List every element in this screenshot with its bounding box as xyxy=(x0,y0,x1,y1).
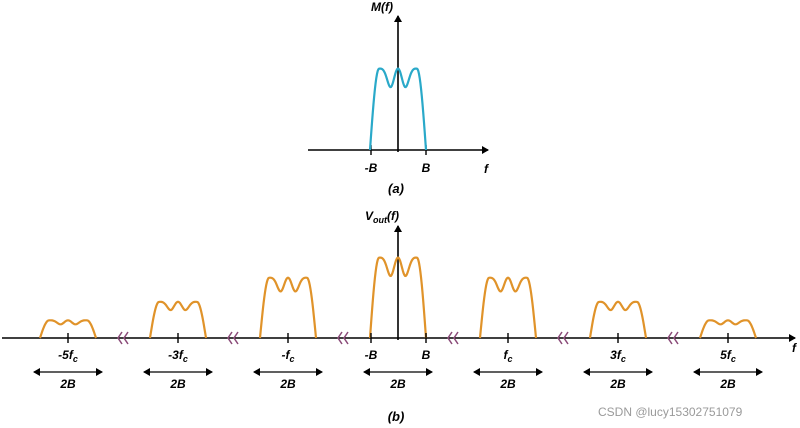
panel-a-x-label: f xyxy=(484,162,489,176)
axis-break-mark xyxy=(447,331,459,345)
bandwidth-arrows: 2B 2B 2B 2B 2B 2B 2B xyxy=(33,368,763,391)
harmonic-spectrum-3fc xyxy=(588,300,648,339)
panel-a-tick-label-pos-b: B xyxy=(422,161,431,175)
panel-a-tick-label-neg-b: -B xyxy=(365,161,378,175)
harmonic-spectrum-5fc xyxy=(698,319,758,339)
harmonic-spectrum-baseband xyxy=(368,256,428,339)
axis-break-mark xyxy=(557,331,569,345)
harmonic-spectrum--3fc xyxy=(148,300,208,339)
panel-a: M(f) f -B B (a) xyxy=(308,0,489,196)
bandwidth-label: 2B xyxy=(719,377,736,391)
panel-b-tick-label: -B xyxy=(365,348,378,362)
axis-break-mark xyxy=(227,331,239,345)
bandwidth-label: 2B xyxy=(59,377,76,391)
baseband-spectrum-curve xyxy=(368,67,428,151)
bandwidth-label: 2B xyxy=(499,377,516,391)
bandwidth-label: 2B xyxy=(279,377,296,391)
panel-b-tick-label: fc xyxy=(503,348,512,364)
harmonic-spectrum--fc xyxy=(258,276,318,339)
panel-a-caption: (a) xyxy=(388,181,404,196)
harmonic-spectra xyxy=(38,256,758,339)
panel-b-tick-label: 3fc xyxy=(610,348,626,364)
panel-a-y-label: M(f) xyxy=(371,0,393,14)
harmonic-spectrum--5fc xyxy=(38,319,98,339)
axis-break-marks xyxy=(117,331,679,345)
panel-b-tick-label: -fc xyxy=(281,348,294,364)
panel-b-tick-label: 5fc xyxy=(720,348,736,364)
watermark-text: CSDN @lucy15302751079 xyxy=(598,405,743,419)
axis-break-mark xyxy=(667,331,679,345)
bandwidth-label: 2B xyxy=(169,377,186,391)
axis-break-mark xyxy=(337,331,349,345)
panel-b-tick-label: -5fc xyxy=(58,348,78,364)
panel-b-tick-label: -3fc xyxy=(168,348,188,364)
panel-b-tick-label: B xyxy=(422,348,431,362)
axis-break-mark xyxy=(117,331,129,345)
panel-b-caption: (b) xyxy=(388,409,405,424)
bandwidth-label: 2B xyxy=(389,377,406,391)
panel-b-y-label: Vout(f) xyxy=(365,209,399,225)
panel-b-x-label: f xyxy=(792,341,797,355)
bandwidth-label: 2B xyxy=(609,377,626,391)
harmonic-spectrum-fc xyxy=(478,276,538,339)
